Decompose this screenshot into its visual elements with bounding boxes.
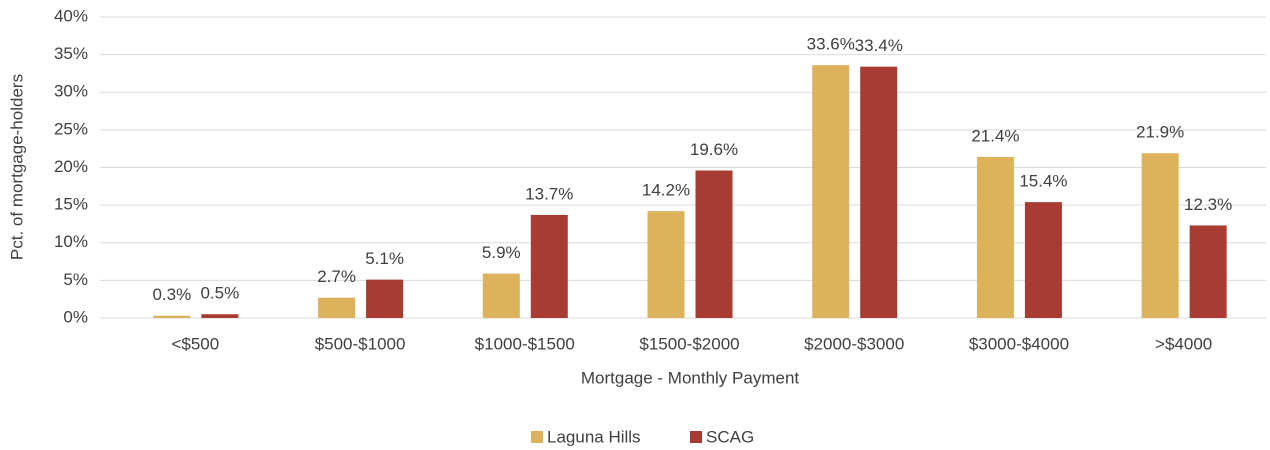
bar	[860, 66, 898, 318]
bar	[647, 211, 685, 318]
data-label: 21.4%	[971, 126, 1019, 145]
data-label: 0.5%	[200, 284, 239, 303]
data-label: 0.3%	[152, 285, 191, 304]
y-tick-label: 30%	[54, 82, 88, 101]
x-tick-label: $2000-$3000	[804, 334, 904, 353]
bar	[530, 214, 568, 318]
x-tick-label: $500-$1000	[315, 334, 406, 353]
legend-label: Laguna Hills	[547, 427, 641, 446]
x-tick-label: $3000-$4000	[969, 334, 1069, 353]
y-tick-label: 35%	[54, 44, 88, 63]
x-tick-label: <$500	[171, 334, 219, 353]
data-label: 21.9%	[1136, 123, 1184, 142]
y-tick-label: 5%	[63, 270, 88, 289]
y-tick-label: 15%	[54, 195, 88, 214]
bar	[812, 65, 850, 318]
bar	[1189, 225, 1227, 318]
bar	[201, 314, 239, 318]
data-label: 5.1%	[365, 249, 404, 268]
x-axis-title: Mortgage - Monthly Payment	[581, 368, 800, 387]
x-tick-label: >$4000	[1155, 334, 1212, 353]
y-axis-title: Pct. of mortgage-holders	[7, 74, 26, 260]
data-label: 15.4%	[1019, 172, 1067, 191]
y-tick-label: 20%	[54, 157, 88, 176]
legend-swatch	[690, 431, 702, 443]
data-label: 5.9%	[482, 243, 521, 262]
bar	[482, 273, 520, 318]
bar	[1024, 202, 1062, 318]
data-label: 33.6%	[807, 35, 855, 54]
bar	[366, 279, 404, 318]
data-label: 19.6%	[690, 140, 738, 159]
data-label: 33.4%	[855, 36, 903, 55]
data-label: 2.7%	[317, 267, 356, 286]
bar	[976, 156, 1014, 318]
x-tick-label: $1000-$1500	[475, 334, 575, 353]
y-tick-label: 40%	[54, 6, 88, 25]
data-label: 12.3%	[1184, 195, 1232, 214]
legend-swatch	[531, 431, 543, 443]
y-tick-label: 10%	[54, 232, 88, 251]
bar	[153, 315, 191, 318]
bar	[1141, 153, 1179, 318]
data-label: 13.7%	[525, 184, 573, 203]
data-label: 14.2%	[642, 181, 690, 200]
x-tick-label: $1500-$2000	[639, 334, 739, 353]
bar	[695, 170, 733, 318]
y-tick-label: 0%	[63, 307, 88, 326]
bar	[318, 297, 356, 318]
y-tick-label: 25%	[54, 119, 88, 138]
legend-label: SCAG	[706, 427, 754, 446]
